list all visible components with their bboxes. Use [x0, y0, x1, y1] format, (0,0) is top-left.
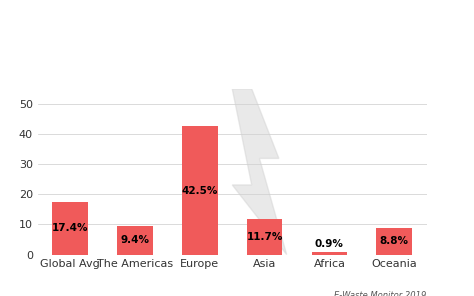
Text: 11.7%: 11.7%	[246, 232, 283, 242]
Bar	[311, 252, 347, 255]
Text: E-Waste Monitor 2019: E-Waste Monitor 2019	[334, 291, 427, 296]
Bar	[376, 228, 412, 255]
Bar	[182, 126, 218, 255]
Text: 8.8%: 8.8%	[380, 236, 409, 246]
Text: E-WASTE RECYCLING RATE: E-WASTE RECYCLING RATE	[57, 51, 322, 69]
Text: 0.9%: 0.9%	[315, 239, 344, 250]
Text: ♻: ♻	[408, 30, 425, 49]
Bar	[53, 202, 88, 255]
Text: Global & Regional: Global & Regional	[140, 18, 239, 28]
Text: THEROUNDUP.ORG: THEROUNDUP.ORG	[172, 275, 302, 288]
Bar	[117, 226, 153, 255]
Text: TheRoundup.org: TheRoundup.org	[383, 72, 450, 78]
Text: 9.4%: 9.4%	[120, 235, 150, 245]
Text: 42.5%: 42.5%	[182, 186, 218, 196]
Bar	[247, 219, 283, 255]
Polygon shape	[232, 89, 287, 255]
Text: 17.4%: 17.4%	[52, 223, 89, 233]
